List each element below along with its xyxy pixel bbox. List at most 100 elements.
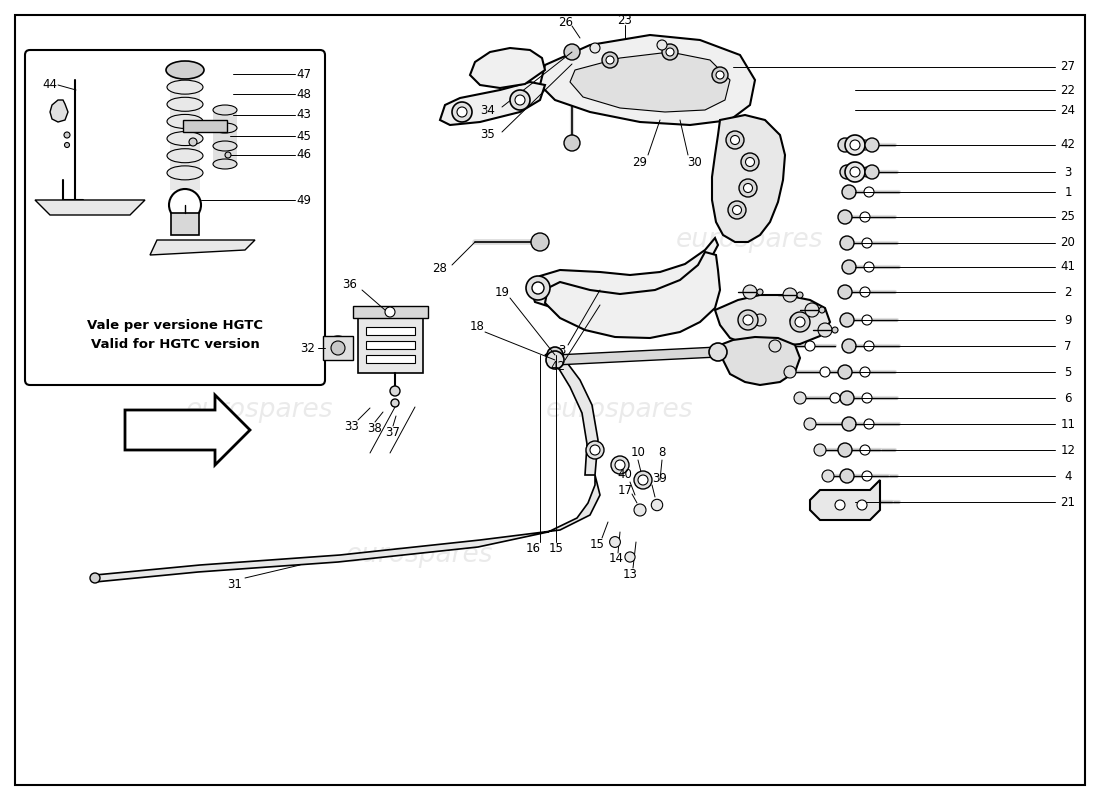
Circle shape [546,351,564,369]
Bar [170,213,199,235]
Circle shape [728,201,746,219]
Polygon shape [470,48,544,88]
Circle shape [510,90,530,110]
Circle shape [862,167,872,177]
Circle shape [662,44,678,60]
Text: 47: 47 [297,67,311,81]
Circle shape [716,71,724,79]
Text: 42: 42 [1060,138,1076,151]
Polygon shape [715,295,830,347]
Text: 15: 15 [590,538,604,550]
Bar [366,341,415,349]
Ellipse shape [167,80,204,94]
Circle shape [609,537,620,547]
Circle shape [615,460,625,470]
Text: 3: 3 [1065,166,1071,178]
Circle shape [385,307,395,317]
Circle shape [865,138,879,152]
Circle shape [820,367,830,377]
Circle shape [860,367,870,377]
Ellipse shape [166,61,204,79]
Circle shape [842,339,856,353]
Text: 39: 39 [652,471,668,485]
Circle shape [845,162,865,182]
Text: 41: 41 [1060,261,1076,274]
Circle shape [733,206,741,214]
Circle shape [862,393,872,403]
Circle shape [838,138,853,152]
Polygon shape [183,120,227,132]
Ellipse shape [213,159,236,169]
Text: 13: 13 [623,567,637,581]
Text: 7: 7 [1065,339,1071,353]
Polygon shape [358,318,424,373]
Text: 23: 23 [617,14,632,27]
Text: 26: 26 [559,15,573,29]
Circle shape [860,287,870,297]
Text: 40: 40 [617,469,632,482]
Ellipse shape [213,105,236,115]
Circle shape [532,282,544,294]
Text: 10: 10 [630,446,646,459]
Circle shape [835,500,845,510]
Circle shape [326,336,350,360]
Circle shape [526,276,550,300]
Circle shape [826,496,838,508]
Ellipse shape [167,131,204,146]
Polygon shape [323,336,353,360]
Circle shape [845,135,865,155]
Circle shape [742,315,754,325]
Circle shape [798,292,803,298]
Circle shape [586,441,604,459]
Ellipse shape [167,149,204,162]
Polygon shape [440,82,544,125]
Circle shape [862,238,872,248]
Polygon shape [125,395,250,465]
Circle shape [842,260,856,274]
Ellipse shape [167,114,204,129]
Text: 46: 46 [297,149,311,162]
Circle shape [864,341,874,351]
Circle shape [65,142,69,147]
Polygon shape [170,70,200,190]
Circle shape [739,179,757,197]
Text: 44: 44 [43,78,57,91]
Text: 11: 11 [1060,418,1076,430]
Circle shape [189,138,197,146]
Text: 25: 25 [1060,210,1076,223]
Circle shape [857,500,867,510]
Circle shape [783,288,798,302]
Circle shape [634,504,646,516]
Circle shape [822,470,834,482]
Circle shape [864,262,874,272]
Text: 34: 34 [481,103,495,117]
Circle shape [712,67,728,83]
Text: eurospares: eurospares [186,397,333,423]
Circle shape [860,212,870,222]
Polygon shape [95,475,600,582]
Circle shape [794,392,806,404]
Circle shape [840,165,854,179]
Polygon shape [810,480,880,520]
Ellipse shape [167,166,204,180]
Polygon shape [50,100,68,122]
Circle shape [757,289,763,295]
Circle shape [805,303,820,317]
Text: 6: 6 [1065,391,1071,405]
Text: 31: 31 [228,578,242,590]
Text: 38: 38 [367,422,383,434]
Polygon shape [353,306,428,318]
Polygon shape [540,35,755,125]
Text: 35: 35 [481,129,495,142]
Polygon shape [556,347,718,365]
Circle shape [531,233,549,251]
Text: 36: 36 [342,278,358,291]
Circle shape [838,210,853,224]
Circle shape [590,43,600,53]
Circle shape [804,418,816,430]
Polygon shape [544,350,598,475]
Ellipse shape [213,123,236,133]
Text: 14: 14 [608,553,624,566]
Circle shape [226,152,231,158]
Circle shape [738,310,758,330]
